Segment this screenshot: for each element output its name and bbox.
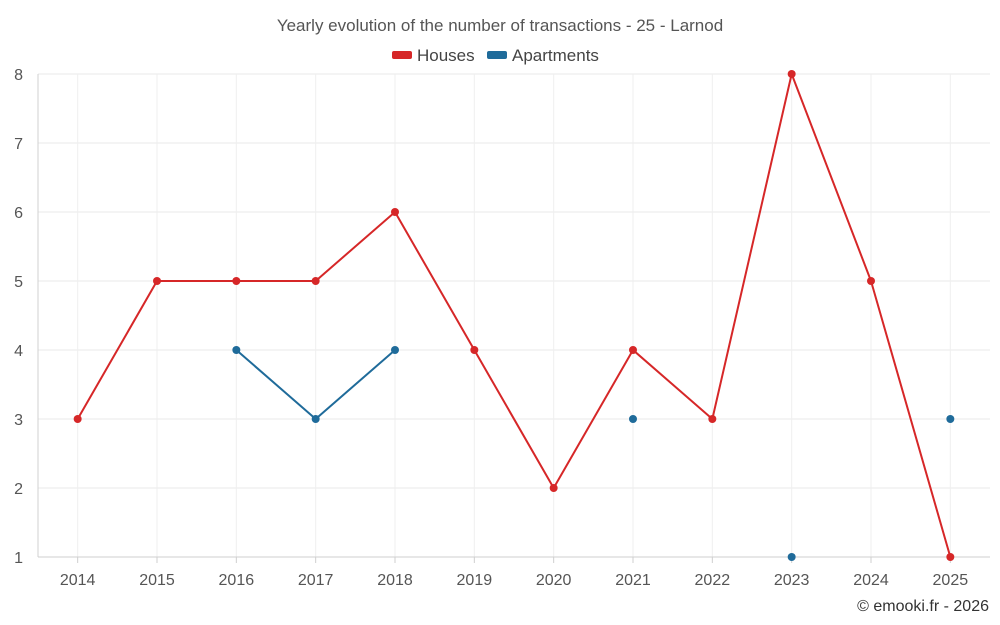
credit-text: © emooki.fr - 2026 [857, 598, 989, 615]
x-tick-label: 2022 [695, 572, 731, 589]
data-point-houses-2019[interactable] [470, 346, 479, 354]
data-point-apartments-2018[interactable] [391, 346, 399, 354]
x-tick-label: 2021 [615, 572, 651, 589]
y-tick-label: 5 [14, 274, 23, 291]
y-tick-label: 1 [14, 550, 23, 567]
series [73, 70, 955, 561]
legend-item-apartments[interactable]: Apartments [487, 46, 599, 65]
x-tick-label: 2024 [853, 572, 889, 589]
axes: 1 2 3 4 5 6 7 8 2014 2015 2016 2017 2018 2019 2020 2021… [14, 67, 990, 589]
y-tick-label: 2 [14, 481, 23, 498]
x-tick-label: 2014 [60, 572, 96, 589]
series-line-houses [76, 73, 952, 558]
data-point-houses-2018[interactable] [391, 208, 399, 216]
chart-title: Yearly evolution of the number of transa… [277, 16, 723, 35]
data-point-houses-2020[interactable] [549, 484, 558, 492]
y-tick-label: 3 [14, 412, 23, 429]
legend: Houses Apartments [392, 46, 599, 65]
data-point-apartments-2017[interactable] [311, 415, 320, 423]
x-tick-label: 2016 [219, 572, 255, 589]
legend-item-houses[interactable]: Houses [392, 46, 475, 65]
data-point-houses-2025[interactable] [946, 553, 955, 561]
data-point-houses-2015[interactable] [153, 277, 161, 285]
y-tick-label: 4 [14, 343, 23, 360]
y-tick-label: 7 [14, 136, 23, 153]
data-point-apartments-2023[interactable] [787, 553, 796, 561]
data-point-houses-2022[interactable] [708, 415, 717, 423]
x-tick-label: 2019 [457, 572, 493, 589]
legend-swatch-apartments [487, 51, 507, 59]
data-point-houses-2021[interactable] [629, 346, 637, 354]
data-point-houses-2024[interactable] [867, 277, 875, 285]
x-tick-label: 2025 [933, 572, 969, 589]
data-point-houses-2014[interactable] [73, 415, 82, 423]
grid [38, 73, 990, 557]
data-point-apartments-2016[interactable] [232, 346, 241, 354]
x-tick-label: 2017 [298, 572, 334, 589]
y-tick-label: 8 [14, 67, 23, 84]
x-tick-label: 2023 [774, 572, 810, 589]
series-houses [73, 70, 955, 561]
data-point-apartments-2025[interactable] [946, 415, 955, 423]
x-tick-label: 2018 [377, 572, 413, 589]
series-apartments [232, 346, 955, 561]
data-point-houses-2023[interactable] [787, 70, 796, 78]
legend-label-apartments: Apartments [512, 46, 599, 65]
data-point-apartments-2021[interactable] [629, 415, 637, 423]
legend-swatch-houses [392, 51, 412, 59]
data-point-houses-2016[interactable] [232, 277, 241, 285]
legend-label-houses: Houses [417, 46, 475, 65]
y-tick-label: 6 [14, 205, 23, 222]
data-point-houses-2017[interactable] [311, 277, 320, 285]
x-tick-label: 2015 [139, 572, 175, 589]
x-tick-label: 2020 [536, 572, 572, 589]
